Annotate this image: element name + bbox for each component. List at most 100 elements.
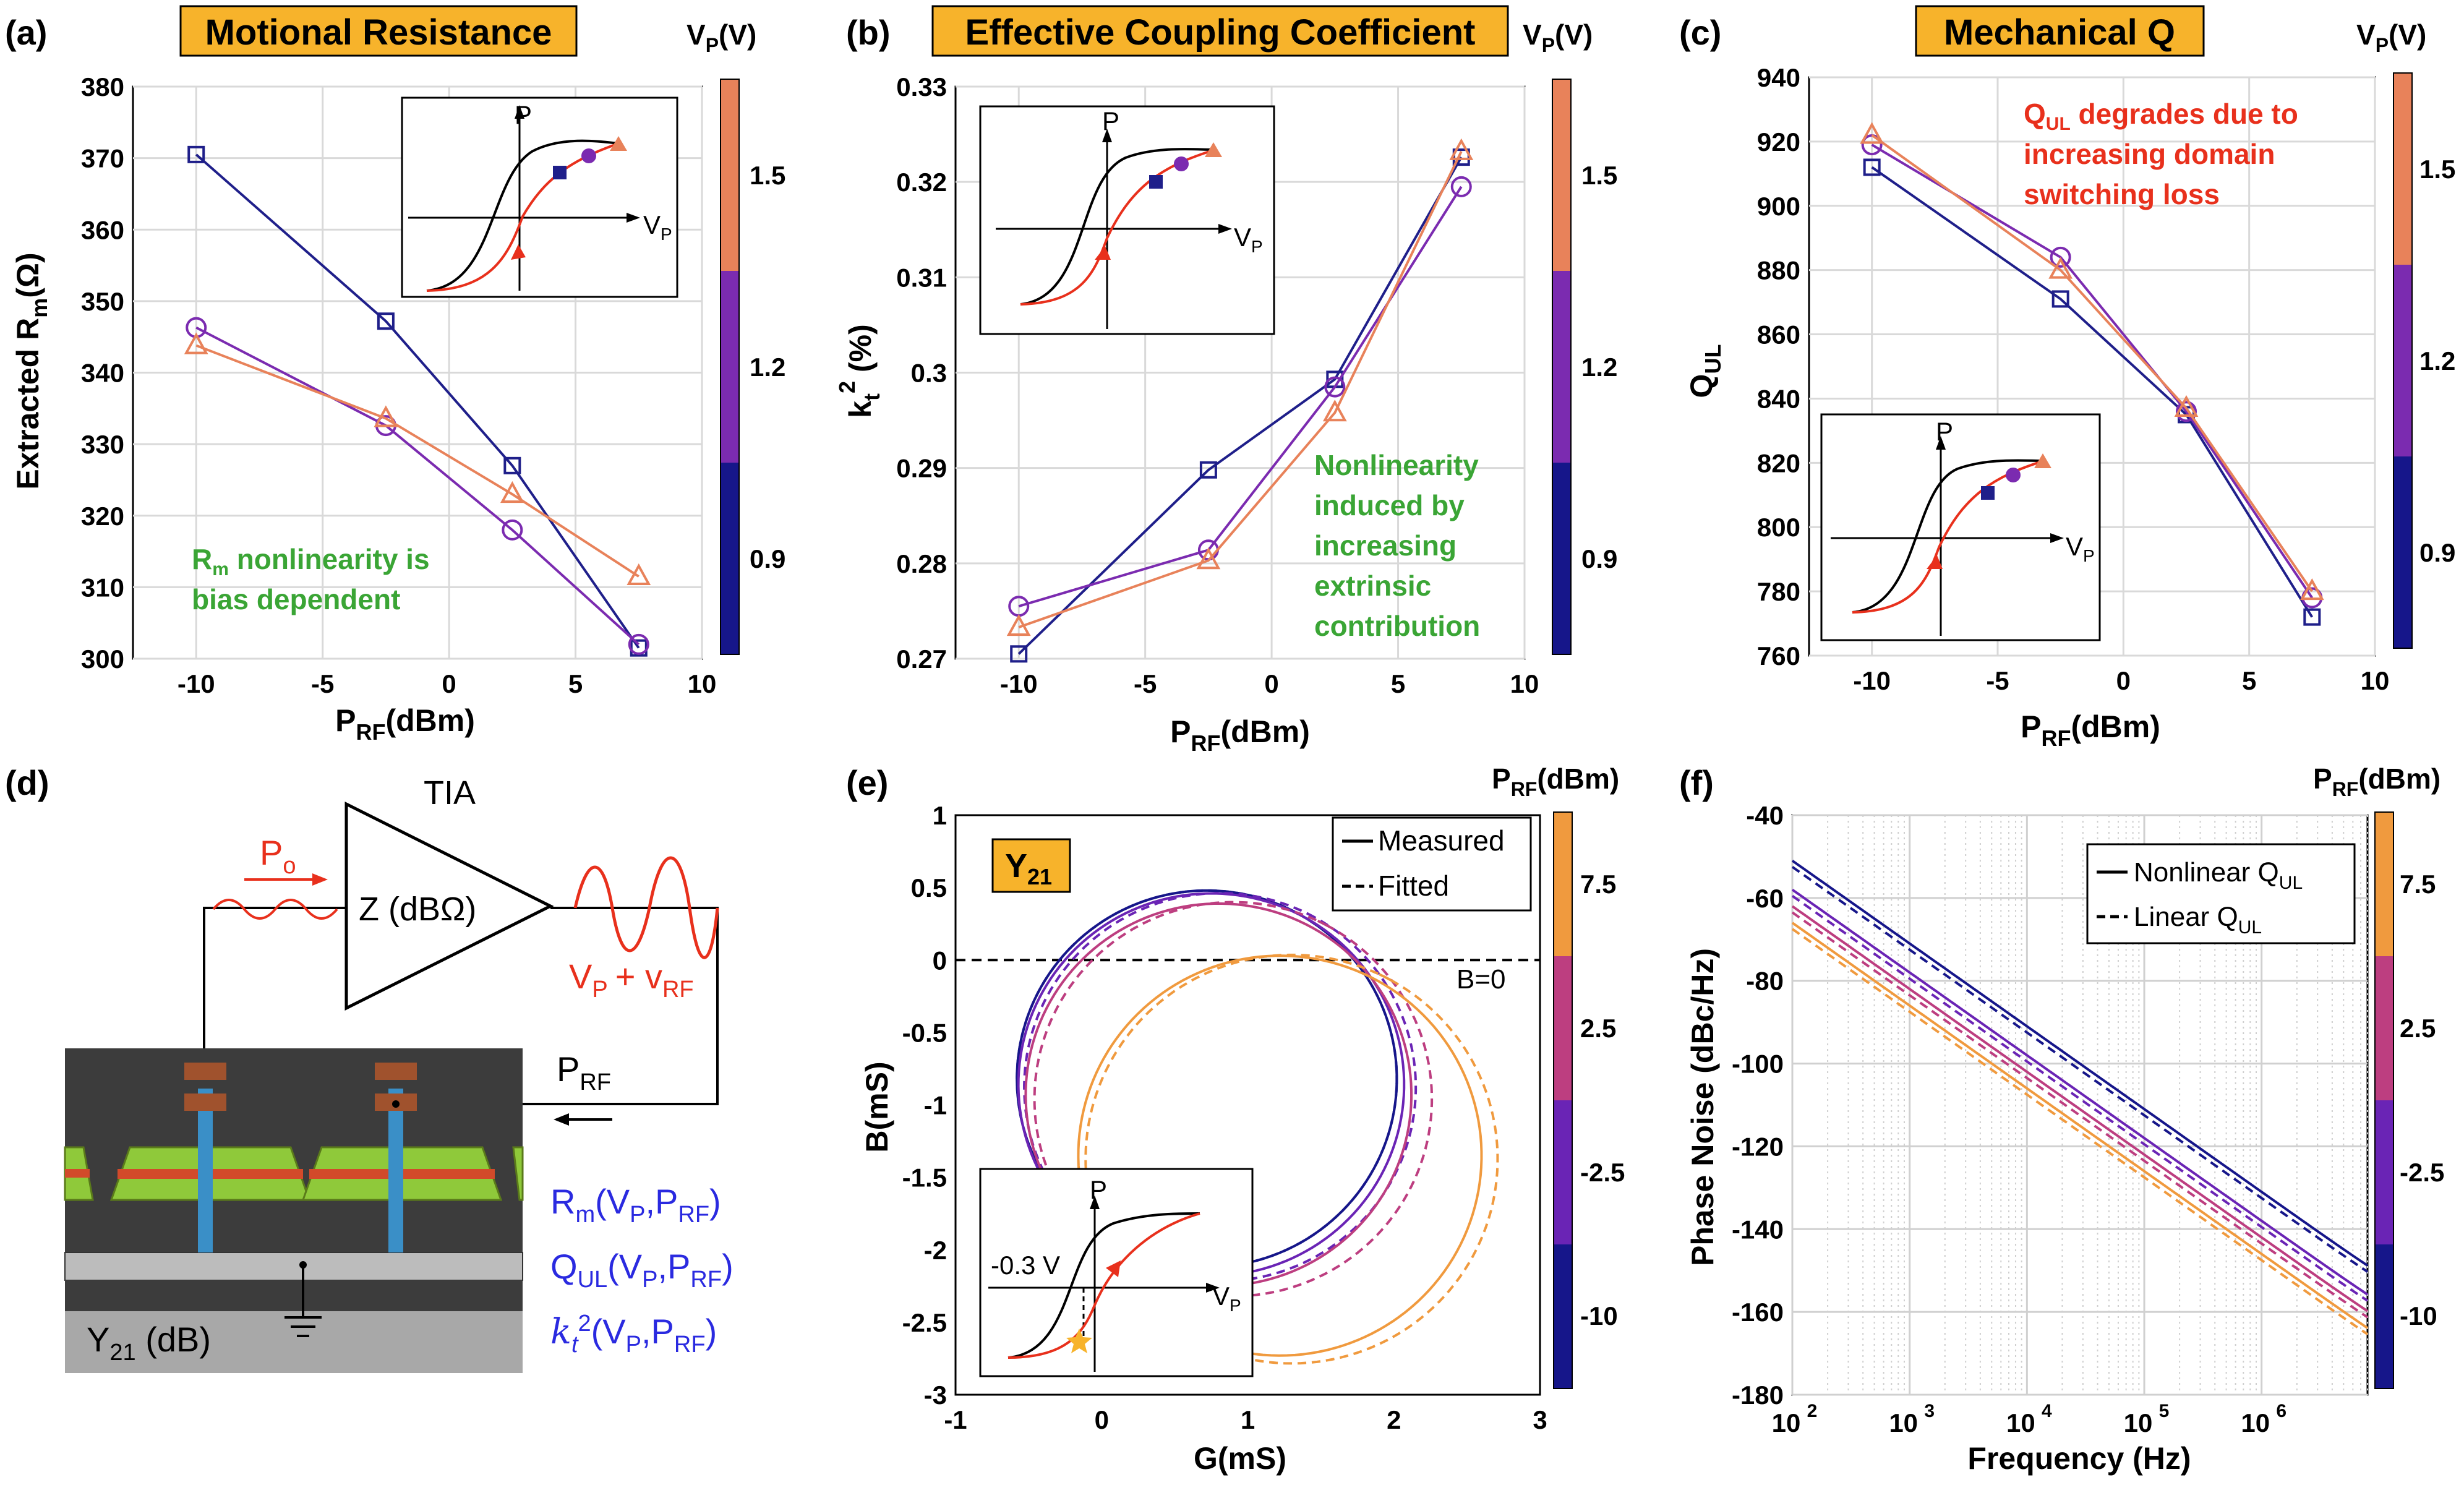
- kt-param-label: kt2(VP,PRF): [550, 1311, 717, 1358]
- fitted-circle-e: [1084, 953, 1499, 1365]
- annotation-b-line4: extrinsic: [1314, 570, 1431, 602]
- annotation-b-line3: increasing: [1314, 529, 1457, 562]
- ticks-f: -180 -160 -140 -120 -100 -80 -60 -40 10 2 10 3 10 4 10…: [1732, 801, 2286, 1437]
- data-point-circle-c: [2050, 246, 2071, 268]
- vp-vrf-label: VP + vRF: [569, 957, 694, 1003]
- colorbar-b-frame: [1552, 79, 1572, 655]
- inset-box-a: [401, 96, 678, 298]
- legend-e-box: [1332, 816, 1532, 912]
- b0-label: B=0: [1457, 964, 1506, 995]
- x-tick-label-b: 0: [1264, 669, 1278, 698]
- colorbar-a-tick-1: 0.9: [750, 544, 785, 573]
- data-point-triangle-b: [1449, 138, 1474, 160]
- series-c: [1860, 122, 2324, 626]
- y-tick-label-c: 940: [1757, 63, 1800, 92]
- phase-noise-nonlinear-f: [1791, 859, 2369, 1267]
- y-tick-label-e: -3: [924, 1380, 947, 1410]
- y-tick-label-e: 0.5: [911, 873, 947, 902]
- y-tick-label-a: 380: [81, 72, 124, 101]
- colorbar-f-label: PRF(dBm): [2313, 763, 2440, 800]
- colorbar-a-tick-2: 1.2: [750, 353, 785, 382]
- y-tick-label-c: 880: [1757, 256, 1800, 285]
- colorbar-c-tick-2: 1.2: [2419, 346, 2455, 375]
- inset-v-arrow-e: [1090, 1196, 1100, 1209]
- phase-noise-nonlinear-f: [1791, 905, 2369, 1312]
- y-tick-label-a: 350: [81, 287, 124, 316]
- po-arrow-head: [312, 873, 328, 886]
- po-label: Po: [260, 833, 296, 879]
- data-point-triangle-c: [2299, 578, 2324, 601]
- inset-v-arrow-b: [1102, 129, 1112, 142]
- ticks-c: -10 -5 0 5 10 760 780 800 820 840 860 880 900 920 940: [1757, 63, 2389, 695]
- inset-c: P VP: [1820, 413, 2101, 641]
- colorbar-a-tick-3: 1.5: [750, 161, 785, 190]
- colorbar-f-tick-1: -10: [2400, 1301, 2437, 1330]
- inset-arrow-head-a: [511, 244, 526, 260]
- via-1: [198, 1089, 213, 1252]
- tia-amplifier: [344, 801, 554, 1011]
- legend-f-box: [2086, 843, 2356, 944]
- panel-label-a: (a): [5, 13, 47, 52]
- pad-2-node: [392, 1100, 400, 1108]
- output-waveform: [573, 856, 719, 959]
- data-point-triangle-b: [1322, 400, 1347, 422]
- colorbar-f-seg-3: [2375, 956, 2393, 1100]
- annotation-c-line1: QUL degrades due to: [2024, 98, 2298, 134]
- y-tick-label-e: -0.5: [902, 1018, 947, 1047]
- colorbar-e-tick-1: -10: [1580, 1301, 1618, 1330]
- inset-arrow-head-b: [1095, 246, 1111, 260]
- colorbar-e-seg-3: [1554, 956, 1572, 1100]
- y-tick-label-c: 820: [1757, 448, 1800, 477]
- panel-a-motional-resistance: (a) Motional Resistance -10 -5 0 5 10 300 310 3…: [5, 5, 785, 745]
- data-point-square-c: [1863, 158, 1881, 176]
- colorbar-a-seg-3: [721, 79, 739, 271]
- inset-star-e: [1066, 1329, 1092, 1353]
- y21-badge: [991, 838, 1071, 893]
- colorbar-c-seg-3: [2393, 73, 2412, 265]
- y-tick-label-c: 760: [1757, 641, 1800, 670]
- colorbar-e-seg-1: [1554, 1244, 1572, 1389]
- series-line-b: [1018, 186, 1463, 608]
- series-line-a: [195, 344, 640, 578]
- colorbar-c-seg-1: [2393, 456, 2412, 648]
- x-tick-label-c: -5: [1986, 666, 2009, 695]
- colorbar-c-tick-3: 1.5: [2419, 155, 2455, 184]
- y-tick-label-b: 0.27: [896, 644, 947, 674]
- ticks-a: -10 -5 0 5 10 300 310 320 330 340 350 360 370 380: [81, 72, 716, 698]
- colorbar-f-frame: [2374, 811, 2394, 1389]
- colorbar-a: 0.9 1.2 1.5 VP(V): [687, 19, 785, 655]
- inset-lower-curve-a: [426, 142, 619, 292]
- colorbar-e-tick-4: 7.5: [1580, 870, 1616, 899]
- x-tick-label-c: -10: [1853, 666, 1891, 695]
- colorbar-f-seg-4: [2375, 812, 2393, 956]
- data-point-square-a: [503, 456, 521, 474]
- chart-title-c: Mechanical Q: [1944, 12, 2175, 53]
- annotation-c-line2: increasing domain: [2024, 138, 2275, 170]
- y-tick-label-a: 360: [81, 215, 124, 244]
- input-wire: [203, 907, 346, 1089]
- y-tick-label-f: -120: [1732, 1132, 1784, 1161]
- x-tick-label-f: 10: [2241, 1408, 2270, 1437]
- series-line-b: [1018, 150, 1463, 629]
- panel-b-coupling-coefficient: (b) Effective Coupling Coefficient -10 -5…: [834, 5, 1617, 756]
- inset-upper-curve-c: [1852, 459, 2045, 614]
- y21-label: Y21 (dB): [87, 1320, 211, 1366]
- inset-v-label-c: VP: [2066, 532, 2095, 565]
- x-tick-label-a: -10: [178, 669, 215, 698]
- po-waveform: [212, 899, 338, 920]
- device-mid-layer: [65, 1280, 523, 1311]
- inset-lower-curve-b: [1020, 148, 1216, 306]
- y-tick-label-c: 780: [1757, 577, 1800, 606]
- y-tick-label-f: -40: [1746, 801, 1784, 830]
- title-badge-c: [1915, 5, 2205, 57]
- colorbar-e-seg-2: [1554, 1100, 1572, 1244]
- y-axis-label-c: QUL: [1684, 345, 1726, 398]
- colorbar-c-label: VP(V): [2356, 19, 2426, 56]
- panel-label-e: (e): [846, 763, 888, 802]
- panel-d-schematic: (d) TIA Z (dBΩ) Po VP + vRF PRF Y21 (dB): [5, 763, 734, 1373]
- data-point-circle-b: [1324, 376, 1346, 398]
- x-tick-label-e: 0: [1095, 1405, 1109, 1434]
- x-tick-exponent-f: 4: [2042, 1401, 2052, 1421]
- inset-marker-square-b: [1149, 175, 1163, 189]
